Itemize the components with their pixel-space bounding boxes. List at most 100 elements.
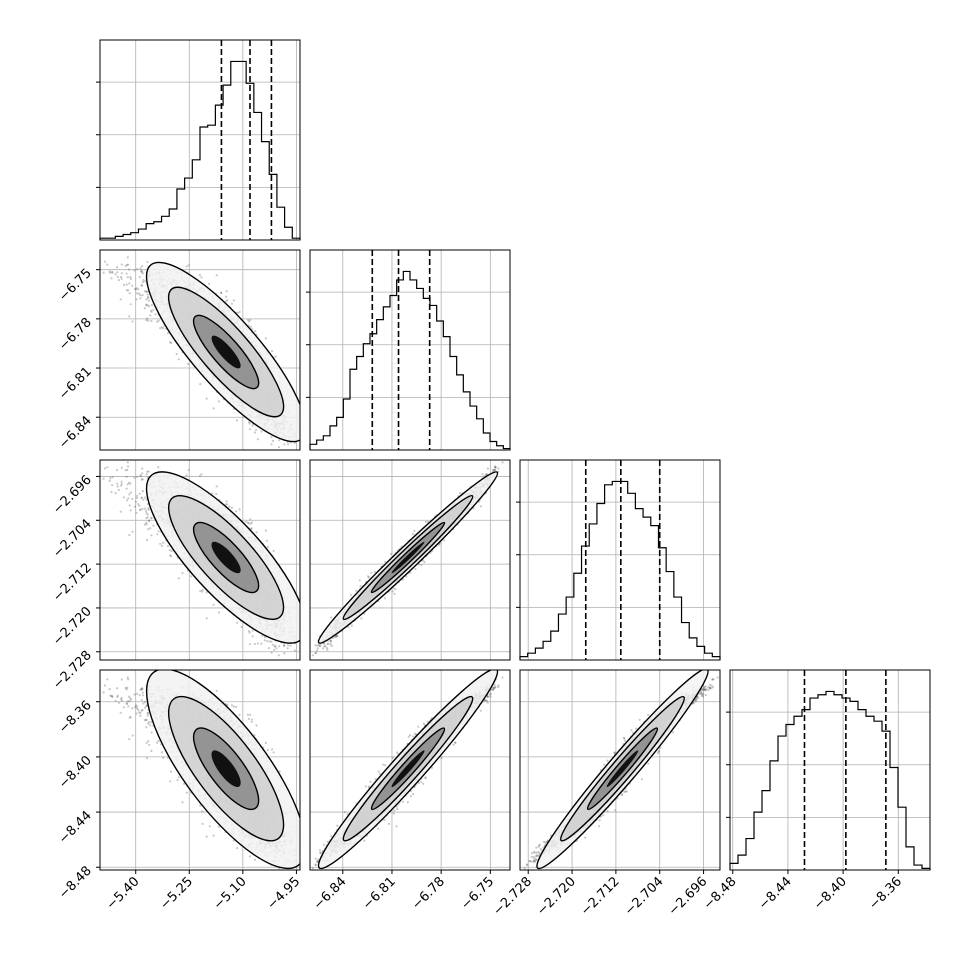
scatter-point — [120, 275, 123, 279]
scatter-point — [260, 430, 263, 433]
scatter-point — [126, 276, 129, 279]
scatter-point — [125, 499, 129, 502]
scatter-point — [108, 479, 111, 482]
scatter-point — [141, 265, 144, 268]
scatter-point — [249, 318, 252, 321]
scatter-point — [249, 325, 252, 328]
scatter-point — [142, 498, 145, 501]
scatter-point — [145, 304, 148, 307]
scatter-point — [136, 268, 139, 271]
histogram-step — [519, 480, 721, 660]
scatter-point — [127, 497, 130, 500]
scatter-point — [146, 317, 149, 320]
scatter-point — [135, 298, 138, 301]
scatter-point — [108, 270, 111, 273]
scatter-point — [212, 407, 215, 410]
scatter-point — [135, 287, 138, 290]
scatter-point — [145, 290, 148, 293]
scatter-point — [124, 469, 127, 472]
scatter-point — [120, 263, 123, 266]
panel-frame — [519, 459, 721, 661]
scatter-point — [141, 294, 144, 297]
scatter-point — [111, 271, 114, 274]
scatter-point — [265, 539, 268, 542]
scatter-point — [145, 298, 148, 301]
scatter-point — [185, 265, 188, 268]
contour-core — [211, 335, 241, 369]
scatter-point — [264, 337, 267, 340]
scatter-point — [125, 272, 128, 275]
scatter-point — [205, 397, 208, 400]
scatter-point — [145, 303, 148, 306]
scatter-point — [145, 290, 148, 293]
histogram-step — [729, 690, 931, 870]
scatter-point — [287, 443, 290, 446]
scatter-point — [120, 484, 123, 487]
histogram-step — [99, 60, 301, 240]
scatter-point — [247, 421, 251, 424]
scatter-point — [152, 524, 155, 527]
scatter-point — [245, 520, 248, 524]
scatter-point — [141, 472, 144, 475]
scatter-point — [201, 590, 204, 593]
hist-panel-1 — [96, 39, 301, 241]
scatter-point — [224, 300, 227, 303]
scatter-point — [190, 575, 193, 578]
scatter-point — [124, 264, 127, 267]
scatter-point — [156, 533, 159, 536]
scatter-point — [139, 294, 142, 297]
scatter-point — [126, 256, 129, 259]
scatter-point — [136, 292, 139, 295]
scatter-point — [116, 275, 119, 279]
scatter-point — [137, 288, 140, 291]
panel-frame — [99, 249, 301, 451]
scatter-point — [125, 289, 129, 292]
scatter-point — [140, 284, 143, 287]
scatter-point — [149, 527, 152, 530]
scatter-point — [150, 310, 153, 313]
scatter-point — [133, 287, 137, 290]
scatter-point — [159, 327, 162, 330]
scatter-point — [119, 298, 122, 301]
scatter-point — [122, 283, 125, 287]
scatter-point — [133, 269, 136, 272]
scatter-point — [116, 266, 119, 269]
scatter-point — [140, 496, 143, 499]
scatter-point — [148, 305, 151, 308]
hist-panel-3 — [516, 459, 721, 661]
scatter-point — [169, 554, 172, 557]
scatter-point — [110, 277, 113, 280]
scatter-point — [125, 283, 128, 286]
scatter-point — [120, 277, 123, 280]
scatter-point — [119, 510, 122, 513]
scatter-point — [150, 319, 153, 323]
scatter-point — [137, 503, 140, 506]
scatter-point — [238, 310, 241, 314]
histogram-step — [309, 270, 511, 450]
scatter-point — [253, 431, 256, 434]
scatter-point — [201, 588, 204, 591]
scatter-point — [274, 645, 277, 648]
scatter-point — [225, 295, 228, 298]
scatter-point — [133, 476, 136, 479]
scatter-point — [134, 288, 138, 291]
scatter-point — [263, 636, 266, 639]
scatter-point — [116, 485, 119, 488]
scatter-point — [114, 273, 117, 276]
scatter-point — [200, 276, 203, 279]
scatter-point — [141, 271, 144, 274]
scatter-point — [109, 271, 112, 274]
scatter-point — [127, 289, 130, 292]
scatter-point — [143, 290, 147, 293]
scatter-point — [160, 544, 163, 548]
scatter-point — [162, 541, 165, 545]
scatter-point — [145, 523, 148, 526]
scatter-point — [140, 270, 143, 273]
scatter-point — [144, 280, 147, 283]
scatter-point — [208, 282, 211, 285]
scatter-point — [246, 318, 249, 321]
scatter-point — [236, 419, 239, 422]
scatter-point — [215, 274, 218, 277]
scatter-point — [270, 436, 273, 439]
